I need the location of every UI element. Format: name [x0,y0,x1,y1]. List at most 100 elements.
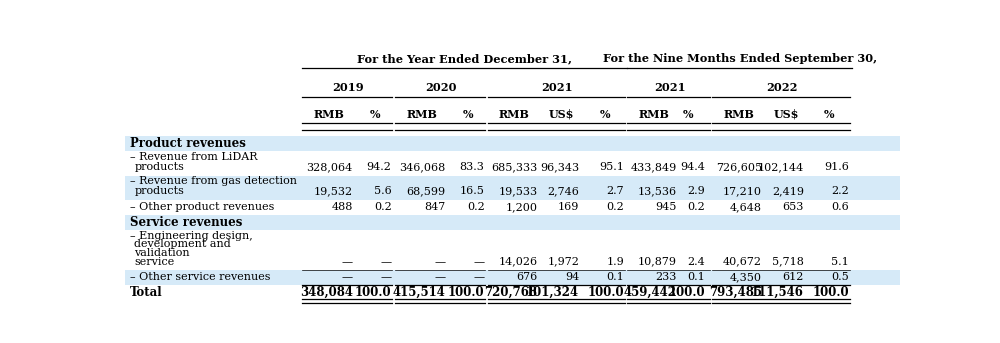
Text: 102,144: 102,144 [758,162,804,172]
Text: 0.1: 0.1 [687,272,705,282]
Text: development and: development and [134,239,231,249]
Text: 847: 847 [425,202,446,212]
Text: 95.1: 95.1 [599,162,624,172]
Text: 459,442: 459,442 [624,286,677,299]
Text: 1,972: 1,972 [547,257,579,267]
Text: 346,068: 346,068 [400,162,446,172]
Text: 2.4: 2.4 [687,257,705,267]
Text: 4,350: 4,350 [730,272,762,282]
Text: 415,514: 415,514 [393,286,446,299]
Text: validation: validation [134,248,190,258]
Text: 2022: 2022 [766,82,798,93]
Text: 101,324: 101,324 [526,286,579,299]
Text: 40,672: 40,672 [723,257,762,267]
Text: RMB: RMB [723,108,754,119]
Text: 19,532: 19,532 [314,186,353,196]
Text: 68,599: 68,599 [407,186,446,196]
Text: 2021: 2021 [654,82,686,93]
Text: 2021: 2021 [542,82,573,93]
Text: 726,605: 726,605 [716,162,762,172]
Text: 233: 233 [655,272,677,282]
Text: 2.7: 2.7 [606,186,624,196]
Text: 0.2: 0.2 [374,202,392,212]
Text: For the Nine Months Ended September 30,: For the Nine Months Ended September 30, [603,53,877,64]
Text: 720,768: 720,768 [484,286,537,299]
Text: 0.6: 0.6 [831,202,849,212]
Text: 100.0: 100.0 [448,286,485,299]
Text: —: — [435,272,446,282]
Text: —: — [473,272,485,282]
Text: —: — [342,257,353,267]
Text: Total: Total [130,286,162,299]
Text: – Revenue from LiDAR: – Revenue from LiDAR [130,152,257,162]
Text: %: % [463,108,474,119]
Text: 13,536: 13,536 [638,186,677,196]
Text: 91.6: 91.6 [824,162,849,172]
Text: service: service [134,257,175,267]
Text: 94.4: 94.4 [680,162,705,172]
Text: 685,333: 685,333 [491,162,537,172]
Text: %: % [682,108,693,119]
Text: 2,746: 2,746 [547,186,579,196]
Text: 100.0: 100.0 [587,286,624,299]
Text: products: products [134,186,184,196]
Bar [125,136,900,152]
Text: 111,546: 111,546 [751,286,804,299]
Text: 0.2: 0.2 [606,202,624,212]
Text: RMB: RMB [499,108,529,119]
Text: 17,210: 17,210 [723,186,762,196]
Text: 488: 488 [331,202,353,212]
Text: 2.2: 2.2 [831,186,849,196]
Text: Product revenues: Product revenues [130,137,246,150]
Text: – Revenue from gas detection: – Revenue from gas detection [130,176,297,187]
Text: 5,718: 5,718 [772,257,804,267]
Text: products: products [134,162,184,172]
Bar [125,215,900,230]
Text: US$: US$ [773,108,799,119]
Bar [125,176,900,200]
Text: US$: US$ [549,108,574,119]
Text: %: % [599,108,610,119]
Text: 0.2: 0.2 [687,202,705,212]
Text: —: — [342,272,353,282]
Text: 0.2: 0.2 [467,202,485,212]
Text: RMB: RMB [313,108,344,119]
Text: 4,648: 4,648 [730,202,762,212]
Text: 2019: 2019 [332,82,364,93]
Text: 653: 653 [783,202,804,212]
Text: Service revenues: Service revenues [130,216,242,229]
Text: 94: 94 [565,272,579,282]
Text: 2.9: 2.9 [687,186,705,196]
Text: 2,419: 2,419 [772,186,804,196]
Bar [125,270,900,285]
Text: 169: 169 [558,202,579,212]
Text: 945: 945 [655,202,677,212]
Text: – Engineering design,: – Engineering design, [130,230,252,240]
Text: 433,849: 433,849 [631,162,677,172]
Text: 10,879: 10,879 [638,257,677,267]
Text: – Other product revenues: – Other product revenues [130,202,274,212]
Text: 793,485: 793,485 [709,286,762,299]
Text: 328,064: 328,064 [307,162,353,172]
Text: 5.1: 5.1 [831,257,849,267]
Text: 16.5: 16.5 [460,186,485,196]
Text: 2020: 2020 [425,82,457,93]
Text: —: — [435,257,446,267]
Text: RMB: RMB [406,108,437,119]
Text: 676: 676 [516,272,537,282]
Text: For the Year Ended December 31,: For the Year Ended December 31, [357,53,572,64]
Text: 612: 612 [783,272,804,282]
Text: 1,200: 1,200 [505,202,537,212]
Text: 0.5: 0.5 [831,272,849,282]
Text: 100.0: 100.0 [355,286,392,299]
Text: 19,533: 19,533 [498,186,537,196]
Text: —: — [380,272,392,282]
Text: 94.2: 94.2 [367,162,392,172]
Text: – Other service revenues: – Other service revenues [130,272,270,282]
Text: 83.3: 83.3 [460,162,485,172]
Text: 1.9: 1.9 [606,257,624,267]
Text: %: % [370,108,381,119]
Text: 0.1: 0.1 [606,272,624,282]
Text: —: — [380,257,392,267]
Text: 14,026: 14,026 [498,257,537,267]
